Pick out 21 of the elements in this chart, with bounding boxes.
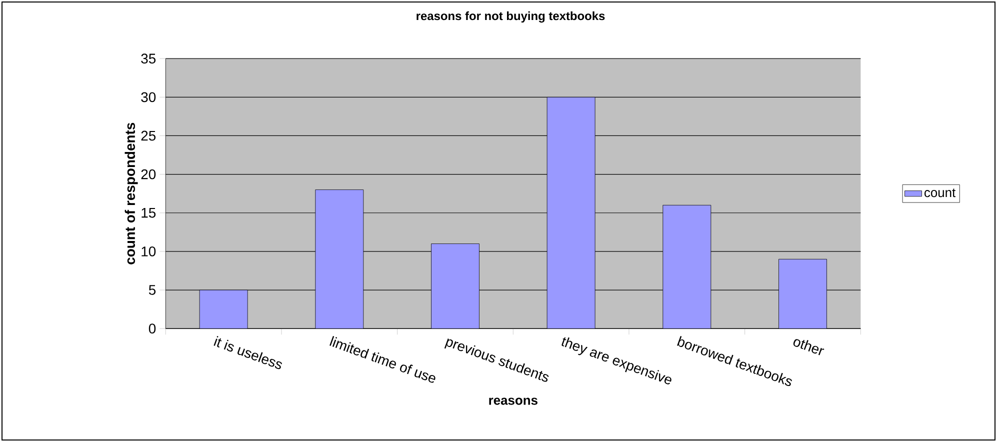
y-tick-label: 5: [148, 285, 156, 295]
x-axis-title: reasons: [489, 398, 538, 405]
y-tick-label: 10: [142, 246, 156, 256]
x-tick-label: limited time of use: [330, 336, 436, 383]
y-tick-label: 20: [141, 169, 156, 180]
y-axis-title: count of respondents: [124, 122, 138, 264]
y-tick-label: 15: [142, 208, 156, 218]
y-tick-label: 0: [148, 324, 156, 334]
bar: [315, 190, 364, 329]
y-tick-label: 25: [141, 130, 156, 141]
bar: [778, 258, 827, 329]
bar: [431, 244, 480, 329]
y-tick-label: 30: [141, 92, 156, 102]
y-tick-label: 35: [141, 54, 156, 64]
bar: [662, 204, 712, 329]
x-tick-label: it is useless: [214, 336, 282, 370]
legend-label: count: [924, 188, 956, 198]
bar: [199, 290, 248, 329]
bar: [546, 96, 596, 329]
x-tick-label: other: [793, 339, 824, 356]
chart-title: reasons for not buying textbooks: [416, 11, 605, 23]
